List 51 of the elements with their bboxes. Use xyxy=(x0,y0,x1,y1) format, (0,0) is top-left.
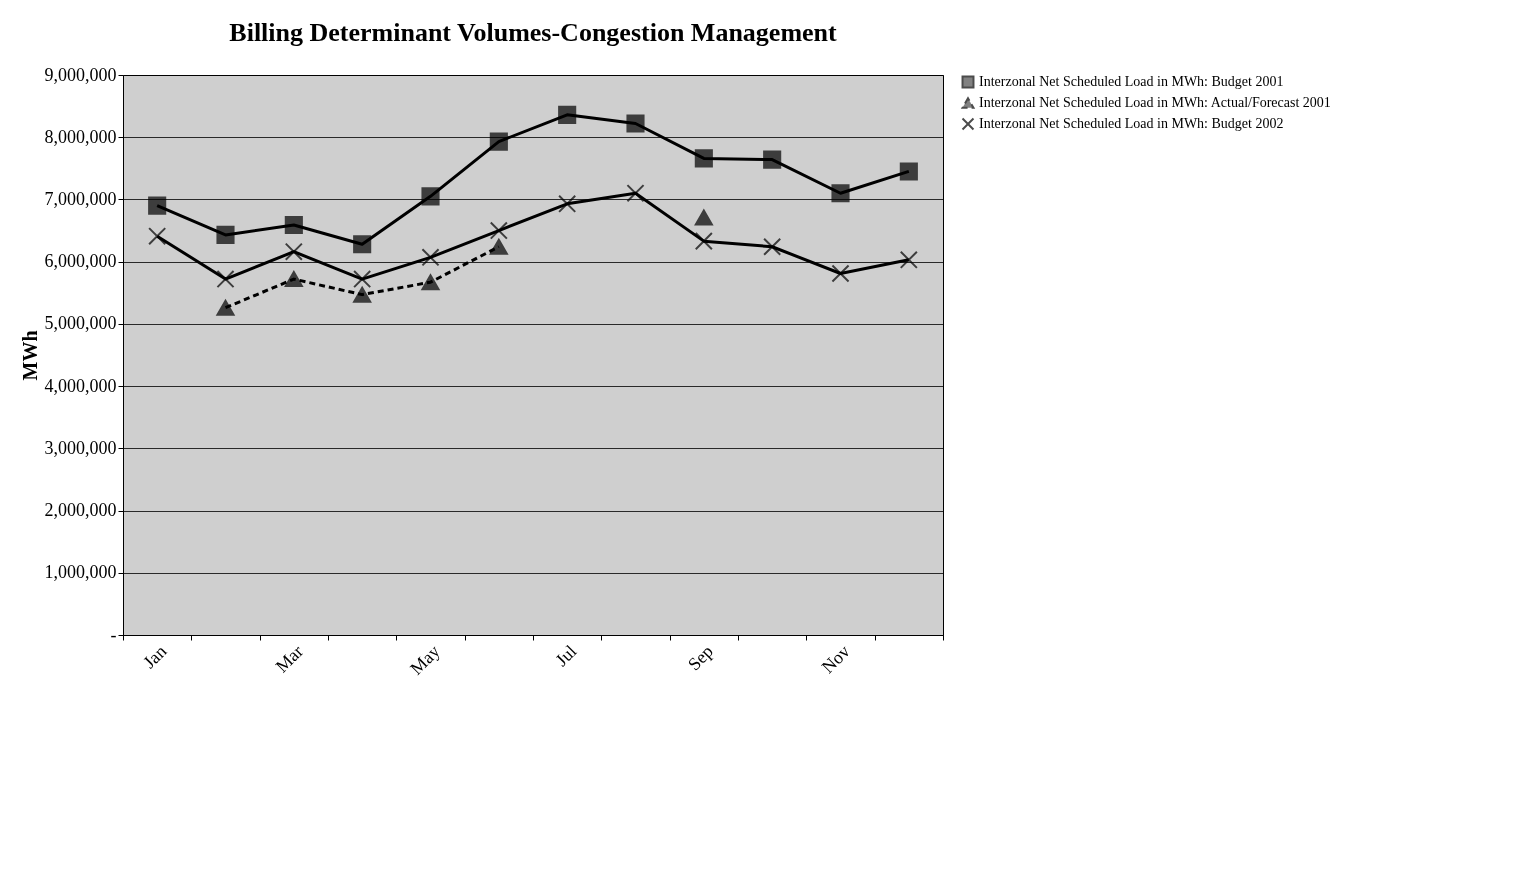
point xyxy=(694,149,713,168)
point xyxy=(489,221,508,240)
point xyxy=(421,248,440,267)
point xyxy=(558,194,577,213)
point xyxy=(284,215,303,235)
point xyxy=(831,184,850,203)
point xyxy=(353,270,372,289)
x-tick-label: Jan xyxy=(139,641,171,673)
legend-label: Interzonal Net Scheduled Load in MWh: Actual/Forecast 2001 xyxy=(979,95,1331,110)
legend-label: Interzonal Net Scheduled Load in MWh: Budget 2002 xyxy=(979,116,1284,131)
point xyxy=(763,237,782,256)
point xyxy=(421,274,440,291)
y-tick-label: 2,000,000 xyxy=(44,500,117,521)
legend-label: Interzonal Net Scheduled Load in MWh: Budget 2001 xyxy=(979,74,1284,89)
point xyxy=(353,235,372,254)
point xyxy=(899,250,918,269)
point xyxy=(694,232,713,251)
point xyxy=(148,196,167,215)
point xyxy=(216,299,235,316)
y-tick-label: - xyxy=(110,624,117,645)
y-tick-label: 6,000,000 xyxy=(44,251,117,272)
point xyxy=(763,150,782,169)
point xyxy=(899,162,918,181)
point xyxy=(421,187,440,206)
y-tick-label: 4,000,000 xyxy=(44,375,117,396)
y-tick-label: 7,000,000 xyxy=(44,188,117,209)
y-tick-label: 5,000,000 xyxy=(44,313,117,334)
chart-title: Billing Determinant Volumes-Congestion Management xyxy=(229,18,838,47)
point xyxy=(353,286,372,303)
point xyxy=(626,184,645,203)
point xyxy=(831,264,850,283)
point xyxy=(148,227,167,246)
point xyxy=(284,242,303,261)
x-tick-label: Nov xyxy=(817,641,854,678)
point xyxy=(626,114,645,133)
point xyxy=(284,271,303,288)
point xyxy=(694,209,713,226)
x-tick-label: Sep xyxy=(683,641,718,675)
point xyxy=(216,270,235,289)
point xyxy=(489,238,508,255)
point xyxy=(216,225,235,244)
y-axis-title: MWh xyxy=(18,330,41,381)
y-tick-label: 8,000,000 xyxy=(44,126,117,147)
y-tick-label: 3,000,000 xyxy=(44,437,117,458)
x-tick-label: May xyxy=(406,641,444,679)
point xyxy=(558,105,577,124)
y-tick-label: 1,000,000 xyxy=(44,562,117,583)
x-tick-label: Mar xyxy=(271,641,308,677)
y-tick-label: 9,000,000 xyxy=(44,64,117,85)
point xyxy=(489,132,508,151)
x-tick-label: Jul xyxy=(551,641,581,671)
